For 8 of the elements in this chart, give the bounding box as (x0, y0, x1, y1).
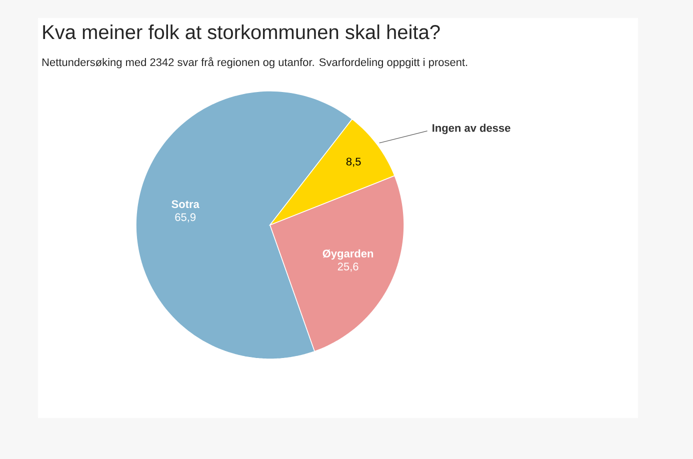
chart-title: Kva meiner folk at storkommunen skal heita? (43, 24, 440, 40)
chart-subtitle: Nettundersøking med 2342 svar frå regionen og utanfor. Svarfordeling oppgitt i prosent. (42, 57, 468, 68)
data-label: 65,9 (175, 213, 196, 222)
slice-label: Øygarden (322, 249, 374, 260)
data-label: 8,5 (346, 158, 361, 167)
slice-label: Ingen av desse (432, 124, 510, 134)
slice-label: Sotra (172, 200, 200, 208)
data-label: 25,6 (338, 262, 358, 272)
